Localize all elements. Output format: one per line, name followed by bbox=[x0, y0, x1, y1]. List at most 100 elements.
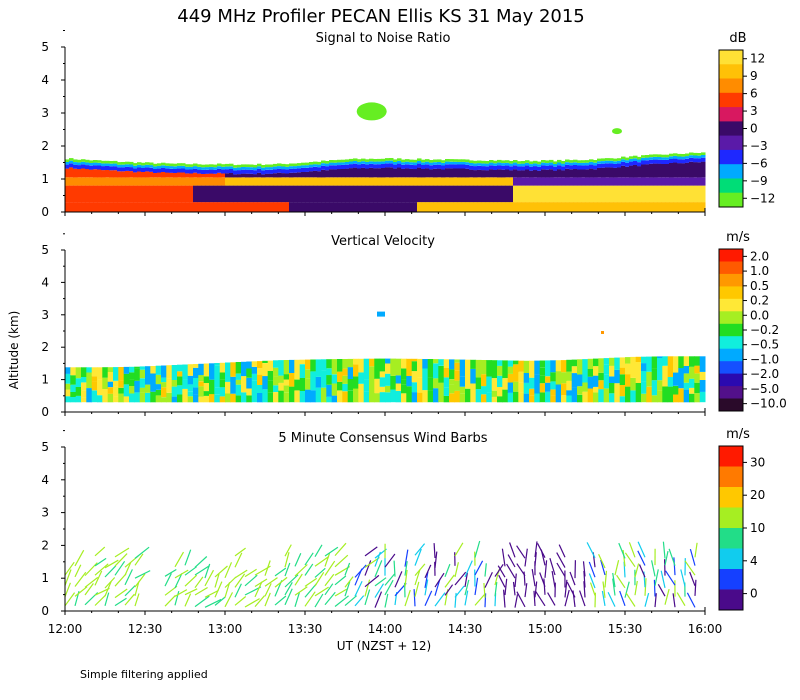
vv-cell bbox=[97, 367, 103, 380]
wind-barb bbox=[204, 598, 222, 608]
snr-cell bbox=[305, 162, 310, 166]
y-tick-label: 2 bbox=[41, 139, 49, 153]
snr-cell bbox=[501, 169, 506, 178]
snr-cell bbox=[413, 159, 418, 163]
wind-barb bbox=[689, 548, 696, 566]
vv-cell bbox=[625, 386, 631, 403]
snr-cell bbox=[281, 173, 286, 178]
wind-barb bbox=[601, 590, 606, 607]
wind-barb bbox=[424, 590, 433, 606]
snr-cell bbox=[453, 202, 458, 212]
colorbar-tick-label: −10.0 bbox=[750, 397, 787, 411]
vv-cell bbox=[214, 394, 221, 403]
snr-cell bbox=[485, 170, 490, 178]
snr-cell bbox=[421, 165, 426, 169]
vv-cell bbox=[257, 385, 263, 393]
snr-cell bbox=[73, 168, 78, 178]
vv-cell bbox=[134, 392, 141, 403]
snr-cell bbox=[545, 185, 550, 203]
wind-barb bbox=[364, 557, 380, 568]
snr-cell bbox=[69, 177, 74, 186]
snr-cell bbox=[177, 185, 182, 203]
wind-barb bbox=[672, 593, 676, 608]
snr-cell bbox=[513, 185, 518, 203]
vv-cell bbox=[81, 367, 87, 377]
snr-cell bbox=[173, 177, 178, 186]
snr-cell bbox=[477, 202, 482, 212]
snr-cell bbox=[517, 170, 522, 178]
snr-cell bbox=[133, 168, 138, 173]
vv-cell bbox=[411, 382, 418, 393]
snr-cell bbox=[301, 162, 306, 166]
snr-cell bbox=[241, 177, 246, 186]
snr-cell bbox=[477, 169, 482, 178]
snr-cell bbox=[649, 177, 654, 186]
snr-cell bbox=[681, 156, 686, 160]
snr-cell bbox=[665, 160, 670, 164]
vv-cell bbox=[278, 375, 285, 383]
wind-barb bbox=[74, 549, 85, 567]
snr-cell bbox=[673, 162, 678, 178]
snr-cell bbox=[561, 166, 566, 171]
snr-cell bbox=[485, 202, 490, 212]
vv-cell bbox=[657, 380, 663, 391]
snr-cell bbox=[137, 167, 142, 172]
snr-cell bbox=[113, 160, 118, 164]
wind-barb bbox=[94, 546, 106, 557]
vv-cell bbox=[187, 364, 194, 376]
wind-barb bbox=[184, 549, 192, 566]
wind-barb bbox=[588, 561, 596, 578]
snr-cell bbox=[465, 162, 470, 165]
snr-cell bbox=[565, 159, 570, 163]
wind-barb bbox=[612, 572, 616, 588]
vv-cell bbox=[203, 382, 210, 391]
snr-cell bbox=[613, 158, 618, 162]
snr-cell bbox=[453, 177, 458, 186]
snr-cell bbox=[65, 162, 70, 165]
snr-colorbar-unit: dB bbox=[729, 31, 746, 46]
snr-cell bbox=[469, 177, 474, 186]
snr-cell bbox=[201, 164, 206, 168]
vv-cell bbox=[491, 360, 498, 379]
snr-cell bbox=[641, 155, 646, 158]
wind-barb bbox=[686, 592, 696, 608]
wind-barb bbox=[484, 571, 493, 588]
snr-cell bbox=[481, 160, 486, 164]
vv-cell bbox=[443, 368, 450, 378]
snr-cell bbox=[69, 167, 74, 178]
snr-cell bbox=[129, 161, 134, 165]
snr-cell bbox=[493, 160, 498, 164]
snr-cell bbox=[569, 202, 574, 212]
snr-cell bbox=[129, 177, 134, 186]
wind-barb bbox=[94, 557, 107, 567]
snr-cell bbox=[329, 202, 334, 212]
snr-cell bbox=[229, 177, 234, 186]
snr-cell bbox=[645, 157, 650, 161]
snr-cell bbox=[585, 165, 590, 170]
snr-cell bbox=[113, 202, 118, 212]
snr-cell bbox=[413, 177, 418, 186]
wind-barb bbox=[634, 580, 638, 596]
snr-cell bbox=[529, 164, 534, 167]
snr-cell bbox=[225, 163, 230, 167]
snr-cell bbox=[177, 165, 182, 169]
snr-cell bbox=[345, 177, 350, 186]
vv-cell bbox=[294, 390, 301, 403]
snr-cell bbox=[109, 177, 114, 186]
wind-barb bbox=[184, 574, 198, 587]
vv-cell bbox=[123, 396, 130, 403]
vv-cell bbox=[699, 371, 706, 380]
wind-barb bbox=[64, 569, 72, 586]
vv-cell bbox=[630, 390, 637, 403]
snr-cell bbox=[145, 171, 150, 178]
colorbar-swatch bbox=[719, 261, 743, 275]
vv-cell bbox=[454, 359, 461, 363]
x-tick-label: 14:30 bbox=[448, 622, 483, 636]
snr-cell bbox=[93, 162, 98, 166]
snr-cell bbox=[637, 166, 642, 178]
snr-cell bbox=[641, 185, 646, 203]
snr-cell bbox=[605, 158, 610, 161]
snr-cell bbox=[349, 161, 354, 165]
vv-cell bbox=[401, 379, 407, 385]
vv-cell bbox=[673, 356, 679, 373]
